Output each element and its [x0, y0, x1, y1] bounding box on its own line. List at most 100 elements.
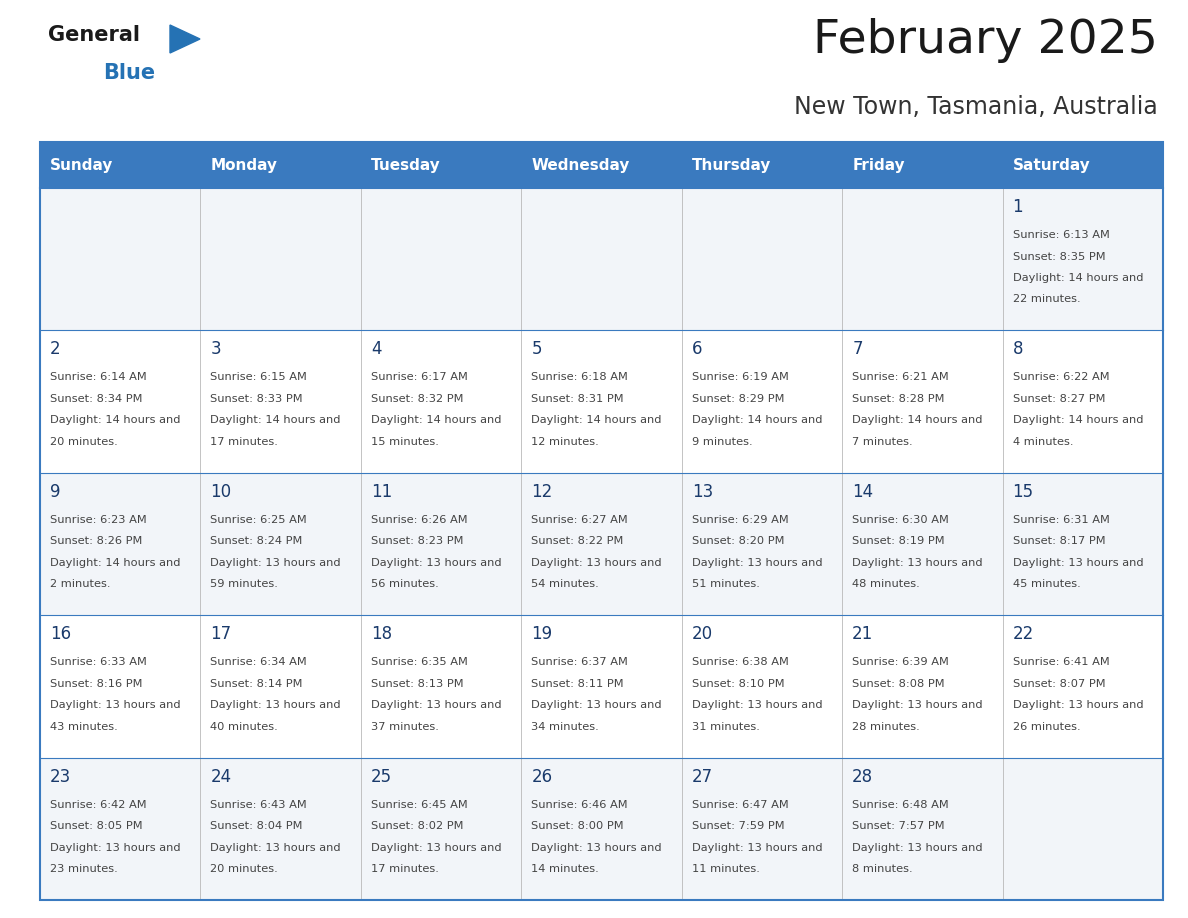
Text: 4: 4 — [371, 341, 381, 358]
Text: Daylight: 13 hours and: Daylight: 13 hours and — [50, 843, 181, 853]
Text: Daylight: 13 hours and: Daylight: 13 hours and — [531, 843, 662, 853]
Text: 7 minutes.: 7 minutes. — [852, 437, 912, 447]
Text: Sunrise: 6:22 AM: Sunrise: 6:22 AM — [1012, 373, 1110, 383]
Text: Blue: Blue — [103, 63, 156, 83]
Bar — [682, 615, 842, 757]
Text: Daylight: 13 hours and: Daylight: 13 hours and — [371, 700, 501, 711]
Text: Sunrise: 6:25 AM: Sunrise: 6:25 AM — [210, 515, 308, 525]
Text: Sunrise: 6:19 AM: Sunrise: 6:19 AM — [691, 373, 789, 383]
Text: Sunset: 8:31 PM: Sunset: 8:31 PM — [531, 394, 624, 404]
Text: Sunset: 8:19 PM: Sunset: 8:19 PM — [852, 536, 944, 546]
Text: February 2025: February 2025 — [813, 18, 1158, 63]
Bar — [40, 473, 201, 615]
Text: 56 minutes.: 56 minutes. — [371, 579, 438, 589]
Text: Daylight: 13 hours and: Daylight: 13 hours and — [691, 843, 822, 853]
Text: 20: 20 — [691, 625, 713, 644]
Text: Daylight: 13 hours and: Daylight: 13 hours and — [371, 843, 501, 853]
Text: Sunset: 7:57 PM: Sunset: 7:57 PM — [852, 821, 944, 831]
Bar — [40, 615, 201, 757]
Bar — [522, 615, 682, 757]
Bar — [201, 330, 361, 473]
Text: 24: 24 — [210, 767, 232, 786]
Text: 17 minutes.: 17 minutes. — [210, 437, 278, 447]
Text: 43 minutes.: 43 minutes. — [50, 722, 118, 732]
Text: 11 minutes.: 11 minutes. — [691, 864, 759, 874]
Text: 2: 2 — [50, 341, 61, 358]
Text: Sunrise: 6:29 AM: Sunrise: 6:29 AM — [691, 515, 789, 525]
Bar — [522, 473, 682, 615]
Text: Wednesday: Wednesday — [531, 158, 630, 173]
Text: Sunset: 8:17 PM: Sunset: 8:17 PM — [1012, 536, 1105, 546]
Text: Sunrise: 6:48 AM: Sunrise: 6:48 AM — [852, 800, 949, 810]
Text: Sunset: 8:14 PM: Sunset: 8:14 PM — [210, 678, 303, 688]
Bar — [522, 757, 682, 900]
Bar — [361, 330, 522, 473]
Text: Friday: Friday — [852, 158, 905, 173]
Text: Sunset: 8:28 PM: Sunset: 8:28 PM — [852, 394, 944, 404]
Text: 2 minutes.: 2 minutes. — [50, 579, 110, 589]
Text: Sunset: 8:08 PM: Sunset: 8:08 PM — [852, 678, 944, 688]
Text: Daylight: 14 hours and: Daylight: 14 hours and — [50, 558, 181, 568]
Text: Daylight: 13 hours and: Daylight: 13 hours and — [50, 700, 181, 711]
Bar — [40, 142, 1163, 900]
Text: 14: 14 — [852, 483, 873, 501]
Text: Tuesday: Tuesday — [371, 158, 441, 173]
Text: 45 minutes.: 45 minutes. — [1012, 579, 1080, 589]
Text: Daylight: 13 hours and: Daylight: 13 hours and — [691, 700, 822, 711]
Text: Sunrise: 6:31 AM: Sunrise: 6:31 AM — [1012, 515, 1110, 525]
Text: General: General — [48, 25, 140, 45]
Text: Daylight: 13 hours and: Daylight: 13 hours and — [852, 558, 982, 568]
Text: Daylight: 13 hours and: Daylight: 13 hours and — [852, 843, 982, 853]
Text: Sunrise: 6:23 AM: Sunrise: 6:23 AM — [50, 515, 147, 525]
Text: Daylight: 13 hours and: Daylight: 13 hours and — [210, 558, 341, 568]
Text: 28 minutes.: 28 minutes. — [852, 722, 920, 732]
Bar — [201, 615, 361, 757]
Text: Sunrise: 6:38 AM: Sunrise: 6:38 AM — [691, 657, 789, 667]
Text: Sunrise: 6:27 AM: Sunrise: 6:27 AM — [531, 515, 628, 525]
Bar — [201, 473, 361, 615]
Text: Sunrise: 6:30 AM: Sunrise: 6:30 AM — [852, 515, 949, 525]
Text: Sunrise: 6:14 AM: Sunrise: 6:14 AM — [50, 373, 147, 383]
Bar — [842, 615, 1003, 757]
Text: Sunset: 8:10 PM: Sunset: 8:10 PM — [691, 678, 784, 688]
Text: Saturday: Saturday — [1012, 158, 1091, 173]
Text: 26 minutes.: 26 minutes. — [1012, 722, 1080, 732]
Bar — [40, 330, 201, 473]
Text: Sunrise: 6:43 AM: Sunrise: 6:43 AM — [210, 800, 308, 810]
Text: Sunrise: 6:33 AM: Sunrise: 6:33 AM — [50, 657, 147, 667]
Text: Thursday: Thursday — [691, 158, 771, 173]
Bar — [361, 757, 522, 900]
Text: 48 minutes.: 48 minutes. — [852, 579, 920, 589]
Text: 15: 15 — [1012, 483, 1034, 501]
Text: 28: 28 — [852, 767, 873, 786]
Text: Daylight: 13 hours and: Daylight: 13 hours and — [1012, 700, 1143, 711]
Text: Sunrise: 6:47 AM: Sunrise: 6:47 AM — [691, 800, 789, 810]
Text: 8: 8 — [1012, 341, 1023, 358]
Text: 12 minutes.: 12 minutes. — [531, 437, 599, 447]
Bar — [1003, 473, 1163, 615]
Text: Sunrise: 6:13 AM: Sunrise: 6:13 AM — [1012, 230, 1110, 240]
Bar — [1003, 757, 1163, 900]
Text: 8 minutes.: 8 minutes. — [852, 864, 912, 874]
Text: Sunrise: 6:17 AM: Sunrise: 6:17 AM — [371, 373, 468, 383]
Text: 11: 11 — [371, 483, 392, 501]
Text: Daylight: 13 hours and: Daylight: 13 hours and — [371, 558, 501, 568]
Bar — [842, 757, 1003, 900]
Text: Sunset: 8:27 PM: Sunset: 8:27 PM — [1012, 394, 1105, 404]
Bar — [522, 188, 682, 330]
Text: Sunrise: 6:42 AM: Sunrise: 6:42 AM — [50, 800, 146, 810]
Text: Daylight: 13 hours and: Daylight: 13 hours and — [210, 843, 341, 853]
Text: Sunrise: 6:18 AM: Sunrise: 6:18 AM — [531, 373, 628, 383]
Text: 31 minutes.: 31 minutes. — [691, 722, 759, 732]
Text: 5: 5 — [531, 341, 542, 358]
Text: 9: 9 — [50, 483, 61, 501]
Text: Daylight: 14 hours and: Daylight: 14 hours and — [852, 416, 982, 425]
Text: 17 minutes.: 17 minutes. — [371, 864, 438, 874]
Text: Sunset: 8:13 PM: Sunset: 8:13 PM — [371, 678, 463, 688]
Text: Sunrise: 6:15 AM: Sunrise: 6:15 AM — [210, 373, 308, 383]
Text: Daylight: 14 hours and: Daylight: 14 hours and — [1012, 273, 1143, 283]
Text: 25: 25 — [371, 767, 392, 786]
Text: 26: 26 — [531, 767, 552, 786]
Text: 27: 27 — [691, 767, 713, 786]
Text: Daylight: 13 hours and: Daylight: 13 hours and — [852, 700, 982, 711]
